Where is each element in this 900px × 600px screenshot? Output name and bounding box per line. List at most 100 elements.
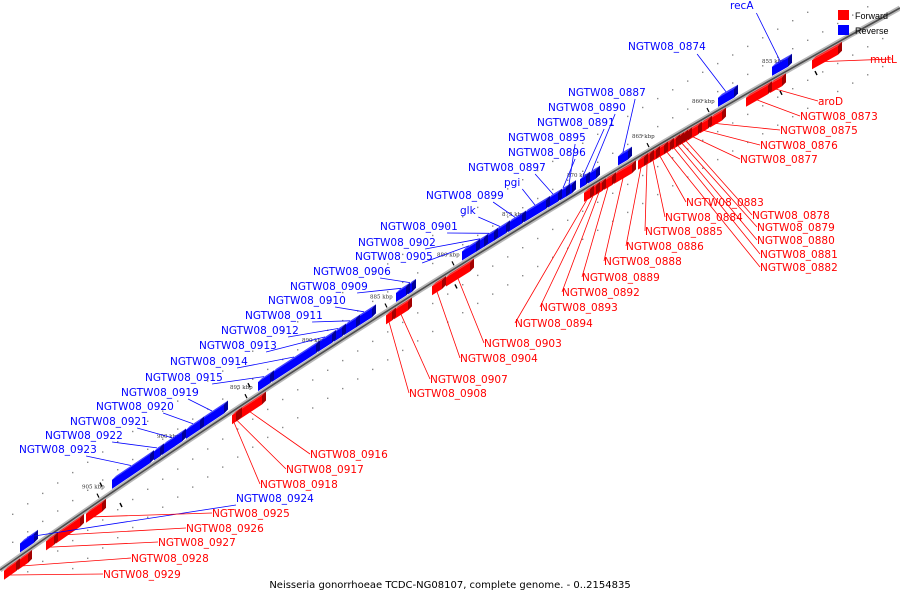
gene-label-ngtw08-0903[interactable]: NGTW08_0903 [484,338,562,350]
gene-label-ngtw08-0884[interactable]: NGTW08_0884 [665,212,743,224]
track-dot [717,130,719,133]
gene-label-ngtw08-0875[interactable]: NGTW08_0875 [780,125,858,137]
gene-ngtw08-0903[interactable] [446,258,474,287]
gene-ngtw08-0915[interactable] [258,370,274,392]
gene-label-ngtw08-0914[interactable]: NGTW08_0914 [170,356,248,368]
gene-ngtw08-0909[interactable] [396,282,410,302]
gene-label-ngtw08-0924[interactable]: NGTW08_0924 [236,493,314,505]
gene-label-ngtw08-0906[interactable]: NGTW08_0906 [313,266,391,278]
gene-label-ngtw08-0876[interactable]: NGTW08_0876 [760,140,838,152]
gene-label-ngtw08-0890[interactable]: NGTW08_0890 [548,102,626,114]
gene-label-pgi[interactable]: pgi [504,177,520,189]
gene-label-ngtw08-0894[interactable]: NGTW08_0894 [515,318,593,330]
gene-ngtw08-0899[interactable] [508,210,526,233]
gene-label-ngtw08-0927[interactable]: NGTW08_0927 [158,537,236,549]
gene-label-ngtw08-0880[interactable]: NGTW08_0880 [757,235,835,247]
leader-line [421,245,470,264]
gene-label-ngtw08-0888[interactable]: NGTW08_0888 [604,256,682,268]
gene-label-ngtw08-0892[interactable]: NGTW08_0892 [562,287,640,299]
gene-label-ngtw08-0885[interactable]: NGTW08_0885 [645,226,723,238]
gene-label-ngtw08-0887[interactable]: NGTW08_0887 [568,87,646,99]
gene-label-ngtw08-0925[interactable]: NGTW08_0925 [212,508,290,520]
gene-ngtw08-0873[interactable] [746,81,772,107]
gene-label-ngtw08-0923[interactable]: NGTW08_0923 [19,444,97,456]
gene-ngtw08-0916[interactable] [238,391,266,421]
gene-label-ngtw08-0910[interactable]: NGTW08_0910 [268,295,346,307]
gene-label-ngtw08-0878[interactable]: NGTW08_0878 [752,210,830,222]
gene-label-ngtw08-0881[interactable]: NGTW08_0881 [760,249,838,261]
gene-ngtw08-0918[interactable] [232,408,240,425]
gene-label-ngtw08-0893[interactable]: NGTW08_0893 [540,302,618,314]
gene-pgi[interactable] [524,195,550,223]
gene-label-ngtw08-0920[interactable]: NGTW08_0920 [96,401,174,413]
gene-ngtw08-0921[interactable] [162,428,186,456]
gene-label-ngtw08-0873[interactable]: NGTW08_0873 [800,111,878,123]
track-dot [447,253,449,255]
gene-label-ngtw08-0886[interactable]: NGTW08_0886 [626,241,704,253]
gene-ngtw08-0922[interactable] [154,443,164,461]
gene-ngtw08-0888[interactable] [614,160,636,184]
gene-ngtw08-0897[interactable] [548,188,562,208]
gene-ngtw08-0886[interactable] [638,153,648,170]
gene-label-ngtw08-0889[interactable]: NGTW08_0889 [582,272,660,284]
gene-label-ngtw08-0926[interactable]: NGTW08_0926 [186,523,264,535]
gene-label-ngtw08-0883[interactable]: NGTW08_0883 [686,197,764,209]
gene-ngtw08-0925[interactable] [86,498,106,523]
gene-label-ngtw08-0909[interactable]: NGTW08_0909 [290,281,368,293]
gene-label-ngtw08-0882[interactable]: NGTW08_0882 [760,262,838,274]
gene-label-ngtw08-0904[interactable]: NGTW08_0904 [460,353,538,365]
gene-ngtw08-0929[interactable] [4,558,20,580]
gene-label-ngtw08-0918[interactable]: NGTW08_0918 [260,479,338,491]
gene-label-ngtw08-0901[interactable]: NGTW08_0901 [380,221,458,233]
gene-label-arod[interactable]: aroD [818,96,843,108]
gene-label-mutl[interactable]: mutL [870,54,897,66]
gene-ngtw08-0911[interactable] [344,314,360,336]
gene-label-ngtw08-0897[interactable]: NGTW08_0897 [468,162,546,174]
gene-label-ngtw08-0912[interactable]: NGTW08_0912 [221,325,299,337]
gene-ngtw08-0891[interactable] [580,171,590,189]
gene-label-ngtw08-0921[interactable]: NGTW08_0921 [70,416,148,428]
gene-ngtw08-0928[interactable] [18,549,32,570]
gene-ngtw08-0913[interactable] [318,329,336,352]
gene-top [112,450,154,480]
gene-top [772,53,792,67]
gene-ngtw08-0923[interactable] [112,450,154,489]
gene-ngtw08-0905[interactable] [462,238,480,261]
gene-ngtw08-0887[interactable] [618,146,632,166]
gene-mutl[interactable] [812,41,842,70]
gene-label-ngtw08-0913[interactable]: NGTW08_0913 [199,340,277,352]
gene-label-reca[interactable]: recA [730,0,754,12]
gene-ngtw08-0875[interactable] [710,107,726,128]
gene-label-ngtw08-0908[interactable]: NGTW08_0908 [409,388,487,400]
gene-arod[interactable] [770,73,786,94]
gene-ngtw08-0874[interactable] [718,84,738,107]
gene-label-ngtw08-0911[interactable]: NGTW08_0911 [245,310,323,322]
gene-label-ngtw08-0916[interactable]: NGTW08_0916 [310,449,388,461]
gene-ngtw08-0904[interactable] [432,276,446,296]
gene-label-ngtw08-0902[interactable]: NGTW08_0902 [358,237,436,249]
gene-ngtw08-0920[interactable] [186,416,204,439]
gene-label-ngtw08-0895[interactable]: NGTW08_0895 [508,132,586,144]
gene-reca[interactable] [772,53,792,76]
gene-label-ngtw08-0874[interactable]: NGTW08_0874 [628,41,706,53]
gene-ngtw08-0927[interactable] [46,531,58,551]
gene-label-ngtw08-0899[interactable]: NGTW08_0899 [426,190,504,202]
gene-label-ngtw08-0917[interactable]: NGTW08_0917 [286,464,364,476]
gene-label-ngtw08-0922[interactable]: NGTW08_0922 [45,430,123,442]
gene-label-ngtw08-0879[interactable]: NGTW08_0879 [757,222,835,234]
gene-label-ngtw08-0929[interactable]: NGTW08_0929 [103,569,181,581]
gene-label-ngtw08-0919[interactable]: NGTW08_0919 [121,387,199,399]
gene-ngtw08-0914[interactable] [272,340,320,382]
gene-label-ngtw08-0877[interactable]: NGTW08_0877 [740,154,818,166]
gene-label-ngtw08-0896[interactable]: NGTW08_0896 [508,147,586,159]
gene-ngtw08-0907[interactable] [394,297,412,320]
gene-label-ngtw08-0915[interactable]: NGTW08_0915 [145,372,223,384]
gene-label-ngtw08-0907[interactable]: NGTW08_0907 [430,374,508,386]
gene-label-ngtw08-0891[interactable]: NGTW08_0891 [537,117,615,129]
gene-label-ngtw08-0928[interactable]: NGTW08_0928 [131,553,209,565]
gene-ngtw08-0908[interactable] [386,307,396,325]
gene-ngtw08-0919[interactable] [200,400,228,430]
gene-label-glk[interactable]: glk [460,205,477,217]
gene-label-ngtw08-0905[interactable]: NGTW08_0905 [355,251,433,263]
gene-ngtw08-0894[interactable] [584,185,594,202]
